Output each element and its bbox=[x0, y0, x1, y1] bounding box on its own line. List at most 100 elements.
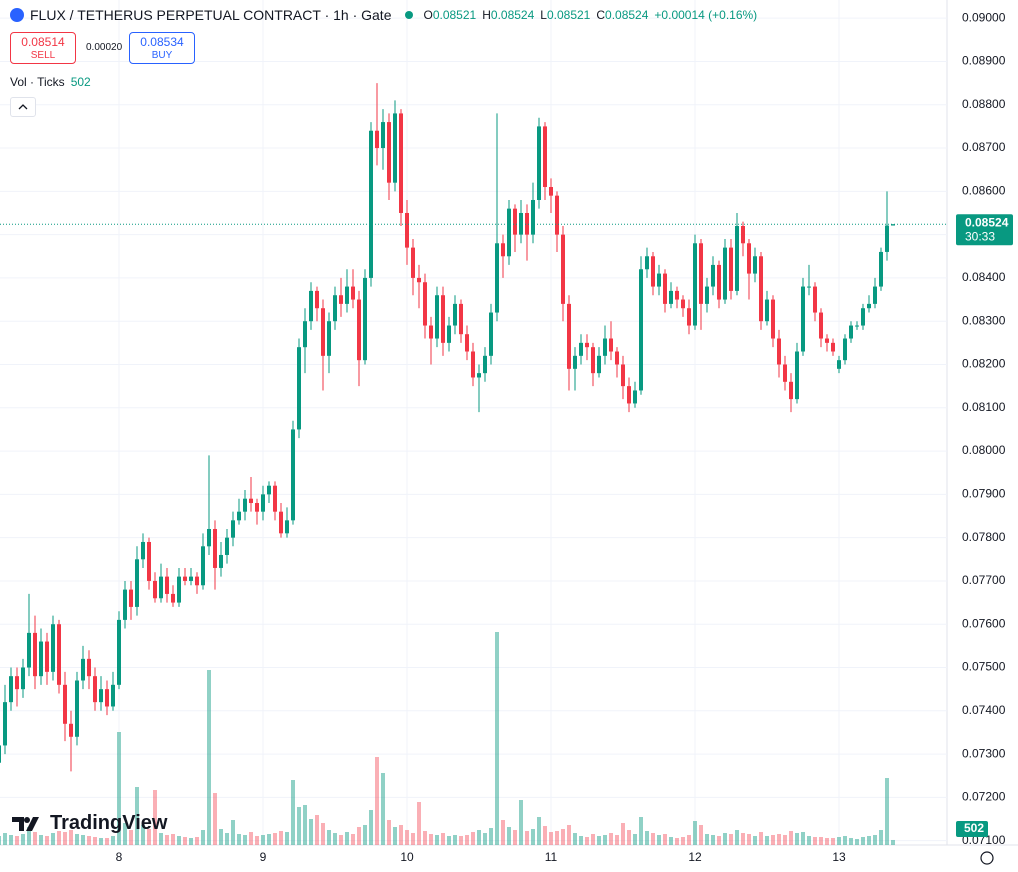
candle-body bbox=[477, 373, 481, 378]
candle-body bbox=[759, 256, 763, 322]
y-tick-label: 0.08700 bbox=[962, 140, 1006, 154]
candle-body bbox=[627, 386, 631, 404]
y-tick-label: 0.07200 bbox=[962, 790, 1006, 804]
volume-bar bbox=[33, 832, 37, 845]
y-tick-label: 0.07900 bbox=[962, 487, 1006, 501]
candle-body bbox=[33, 632, 37, 677]
volume-tag-label: 502 bbox=[964, 821, 984, 835]
volume-bar bbox=[375, 757, 379, 845]
candle-body bbox=[501, 243, 505, 257]
candle-body bbox=[0, 745, 1, 763]
candle-body bbox=[393, 113, 397, 183]
candle-body bbox=[441, 295, 445, 343]
volume-bar bbox=[213, 793, 217, 845]
volume-bar bbox=[741, 833, 745, 845]
volume-bar bbox=[465, 835, 469, 845]
volume-bar bbox=[537, 817, 541, 845]
volume-bar bbox=[843, 836, 847, 845]
candle-body bbox=[711, 264, 715, 287]
candle-body bbox=[183, 576, 187, 581]
candle-body bbox=[63, 684, 67, 724]
volume-bar bbox=[729, 834, 733, 845]
high-value: 0.08524 bbox=[490, 8, 535, 22]
candle-body bbox=[345, 286, 349, 304]
volume-bar bbox=[669, 837, 673, 845]
volume-bar bbox=[585, 837, 589, 845]
candle-body bbox=[705, 286, 709, 304]
volume-bar bbox=[279, 831, 283, 845]
candle-body bbox=[321, 308, 325, 356]
volume-bar bbox=[123, 823, 127, 845]
volume-bar bbox=[507, 827, 511, 845]
volume-bar bbox=[495, 632, 499, 845]
candle-body bbox=[891, 224, 895, 226]
open-value: 0.08521 bbox=[432, 8, 477, 22]
y-tick-label: 0.08600 bbox=[962, 184, 1006, 198]
brand-logo bbox=[12, 816, 39, 831]
volume-bar bbox=[21, 834, 25, 845]
buy-price: 0.08534 bbox=[140, 35, 184, 49]
candle-body bbox=[21, 667, 25, 690]
candle-body bbox=[267, 485, 271, 495]
volume-bar bbox=[525, 831, 529, 845]
volume-bar bbox=[471, 832, 475, 845]
collapse-button[interactable] bbox=[10, 97, 36, 117]
candle-body bbox=[621, 364, 625, 387]
y-tick-label: 0.07800 bbox=[962, 530, 1006, 544]
volume-legend: Vol · Ticks 502 bbox=[10, 75, 91, 89]
volume-bar bbox=[0, 836, 1, 845]
volume-bar bbox=[87, 836, 91, 845]
y-tick-label: 0.09000 bbox=[962, 10, 1006, 24]
volume-bar bbox=[177, 836, 181, 845]
candle-body bbox=[687, 308, 691, 326]
candle-body bbox=[663, 273, 667, 304]
candle-body bbox=[843, 338, 847, 361]
candle-body bbox=[597, 355, 601, 374]
candle-body bbox=[873, 286, 877, 304]
volume-bar bbox=[699, 825, 703, 845]
volume-bar bbox=[261, 835, 265, 845]
candle-body bbox=[795, 351, 799, 400]
sell-button[interactable]: 0.08514 SELL bbox=[10, 32, 76, 64]
volume-bar bbox=[201, 830, 205, 845]
volume-bar bbox=[63, 832, 67, 845]
volume-bar bbox=[555, 831, 559, 845]
volume-bar bbox=[549, 832, 553, 845]
volume-bar bbox=[441, 833, 445, 845]
volume-bar bbox=[807, 836, 811, 845]
candle-body bbox=[435, 295, 439, 339]
candle-body bbox=[429, 325, 433, 339]
candle-body bbox=[87, 658, 91, 677]
title: FLUX / TETHERUS PERPETUAL CONTRACT · 1h … bbox=[30, 7, 392, 23]
volume-bar bbox=[171, 834, 175, 845]
volume-bar bbox=[45, 836, 49, 845]
volume-bar bbox=[513, 830, 517, 845]
candle-body bbox=[399, 113, 403, 213]
volume-bar bbox=[837, 837, 841, 845]
volume-bar bbox=[711, 835, 715, 845]
candle-body bbox=[867, 303, 871, 309]
candle-body bbox=[285, 520, 289, 534]
candle-body bbox=[555, 195, 559, 235]
volume-bar bbox=[297, 807, 301, 845]
symbol-logo bbox=[10, 8, 24, 22]
candle-body bbox=[315, 290, 319, 309]
candle-body bbox=[447, 325, 451, 343]
volume-bar bbox=[273, 833, 277, 845]
candle-body bbox=[633, 390, 637, 404]
candle-body bbox=[99, 689, 103, 703]
volume-bar bbox=[627, 830, 631, 845]
volume-bar bbox=[579, 836, 583, 845]
candle-body bbox=[261, 494, 265, 512]
candle-body bbox=[69, 723, 73, 737]
volume-bar bbox=[135, 787, 139, 845]
buy-button[interactable]: 0.08534 BUY bbox=[129, 32, 195, 64]
y-tick-label: 0.08100 bbox=[962, 400, 1006, 414]
candle-body bbox=[861, 308, 865, 326]
chevron bbox=[18, 104, 28, 110]
candle-body bbox=[819, 312, 823, 339]
volume-bar bbox=[207, 670, 211, 845]
candle-body bbox=[207, 528, 211, 547]
volume-bar bbox=[327, 830, 331, 845]
candle-body bbox=[669, 290, 673, 304]
